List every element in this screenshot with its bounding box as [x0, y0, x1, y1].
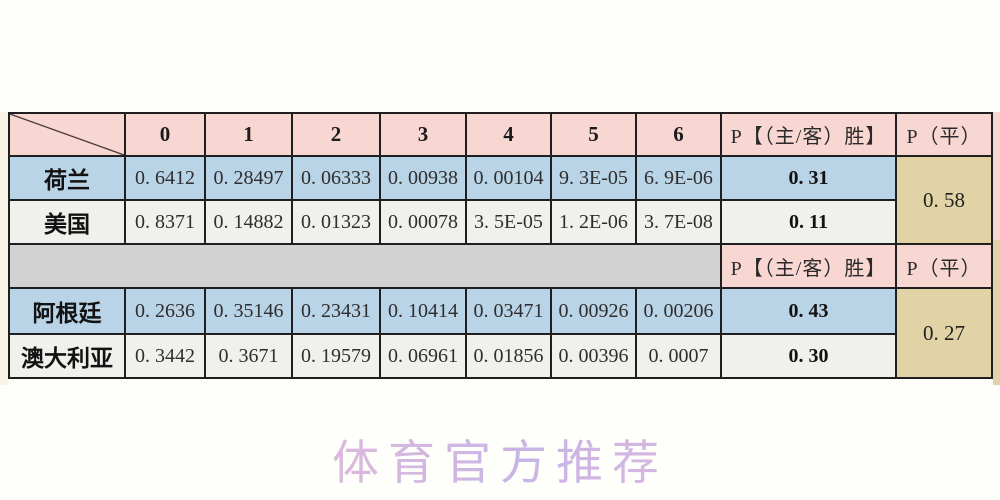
prob-cell: 0. 6412	[124, 155, 206, 201]
prob-cell: 0. 01856	[465, 333, 552, 379]
team-row-usa: 美国 0. 8371 0. 14882 0. 01323 0. 00078 3.…	[8, 199, 992, 245]
watermark-text: 体育官方推荐	[0, 424, 1000, 493]
draw-prob-header: P（平）	[895, 112, 993, 157]
goals-header-4: 4	[465, 112, 552, 157]
draw-prob-m1: 0. 58	[895, 155, 993, 245]
team-label-australia: 澳大利亚	[8, 333, 126, 379]
goals-header-1: 1	[204, 112, 293, 157]
team-label-usa: 美国	[8, 199, 126, 245]
prob-cell: 0. 35146	[204, 287, 293, 335]
prob-cell: 0. 10414	[379, 287, 467, 335]
prob-cell: 0. 2636	[124, 287, 206, 335]
separator-cell	[8, 243, 722, 289]
prob-cell: 0. 00206	[635, 287, 722, 335]
separator-row: P【（主/客）胜】 P（平）	[8, 243, 993, 289]
prob-cell: 3. 7E-08	[635, 199, 722, 245]
team-row-argentina: 阿根廷 0. 2636 0. 35146 0. 23431 0. 10414 0…	[8, 287, 993, 379]
prob-cell: 0. 3671	[204, 333, 293, 379]
right-edge-artifact	[993, 112, 1000, 385]
prob-cell: 0. 00938	[379, 155, 467, 201]
prob-cell: 0. 00396	[550, 333, 637, 379]
team-label-argentina: 阿根廷	[8, 287, 126, 335]
prob-cell: 0. 03471	[465, 287, 552, 335]
prob-cell: 0. 14882	[204, 199, 293, 245]
goals-header-0: 0	[124, 112, 206, 157]
prob-cell: 0. 23431	[291, 287, 381, 335]
prob-cell: 6. 9E-06	[635, 155, 722, 201]
win-prob-header: P【（主/客）胜】	[720, 112, 897, 157]
prob-cell: 0. 06961	[379, 333, 467, 379]
team-label-netherlands: 荷兰	[8, 155, 126, 201]
home-win-prob-m2: 0. 43	[720, 287, 897, 335]
prob-cell: 0. 00078	[379, 199, 467, 245]
win-prob-header-2: P【（主/客）胜】	[720, 243, 897, 289]
goals-header-2: 2	[291, 112, 381, 157]
prob-cell: 0. 00926	[550, 287, 637, 335]
prob-cell: 0. 01323	[291, 199, 381, 245]
prob-cell: 0. 3442	[124, 333, 206, 379]
score-probability-table: 0 1 2 3 4 5 6 P【（主/客）胜】 P（平） 荷兰 0. 6412 …	[8, 112, 993, 379]
diagonal-line-icon	[10, 114, 124, 155]
prob-cell: 0. 8371	[124, 199, 206, 245]
corner-cell	[8, 112, 126, 157]
goals-header-6: 6	[635, 112, 722, 157]
prob-cell: 0. 19579	[291, 333, 381, 379]
team-row-australia: 澳大利亚 0. 3442 0. 3671 0. 19579 0. 06961 0…	[8, 333, 992, 379]
prob-cell: 3. 5E-05	[465, 199, 552, 245]
draw-prob-m2: 0. 27	[895, 287, 993, 379]
home-win-prob-m1: 0. 31	[720, 155, 897, 201]
away-win-prob-m1: 0. 11	[720, 199, 897, 245]
prob-cell: 0. 0007	[635, 333, 722, 379]
header-row: 0 1 2 3 4 5 6 P【（主/客）胜】 P（平）	[8, 112, 993, 157]
prob-cell: 1. 2E-06	[550, 199, 637, 245]
prob-cell: 9. 3E-05	[550, 155, 637, 201]
prob-cell: 0. 28497	[204, 155, 293, 201]
goals-header-5: 5	[550, 112, 637, 157]
prob-cell: 0. 00104	[465, 155, 552, 201]
goals-header-3: 3	[379, 112, 467, 157]
draw-prob-header-2: P（平）	[895, 243, 993, 289]
prob-cell: 0. 06333	[291, 155, 381, 201]
team-row-netherlands: 荷兰 0. 6412 0. 28497 0. 06333 0. 00938 0.…	[8, 155, 993, 245]
away-win-prob-m2: 0. 30	[720, 333, 897, 379]
left-edge-artifact	[0, 112, 8, 385]
